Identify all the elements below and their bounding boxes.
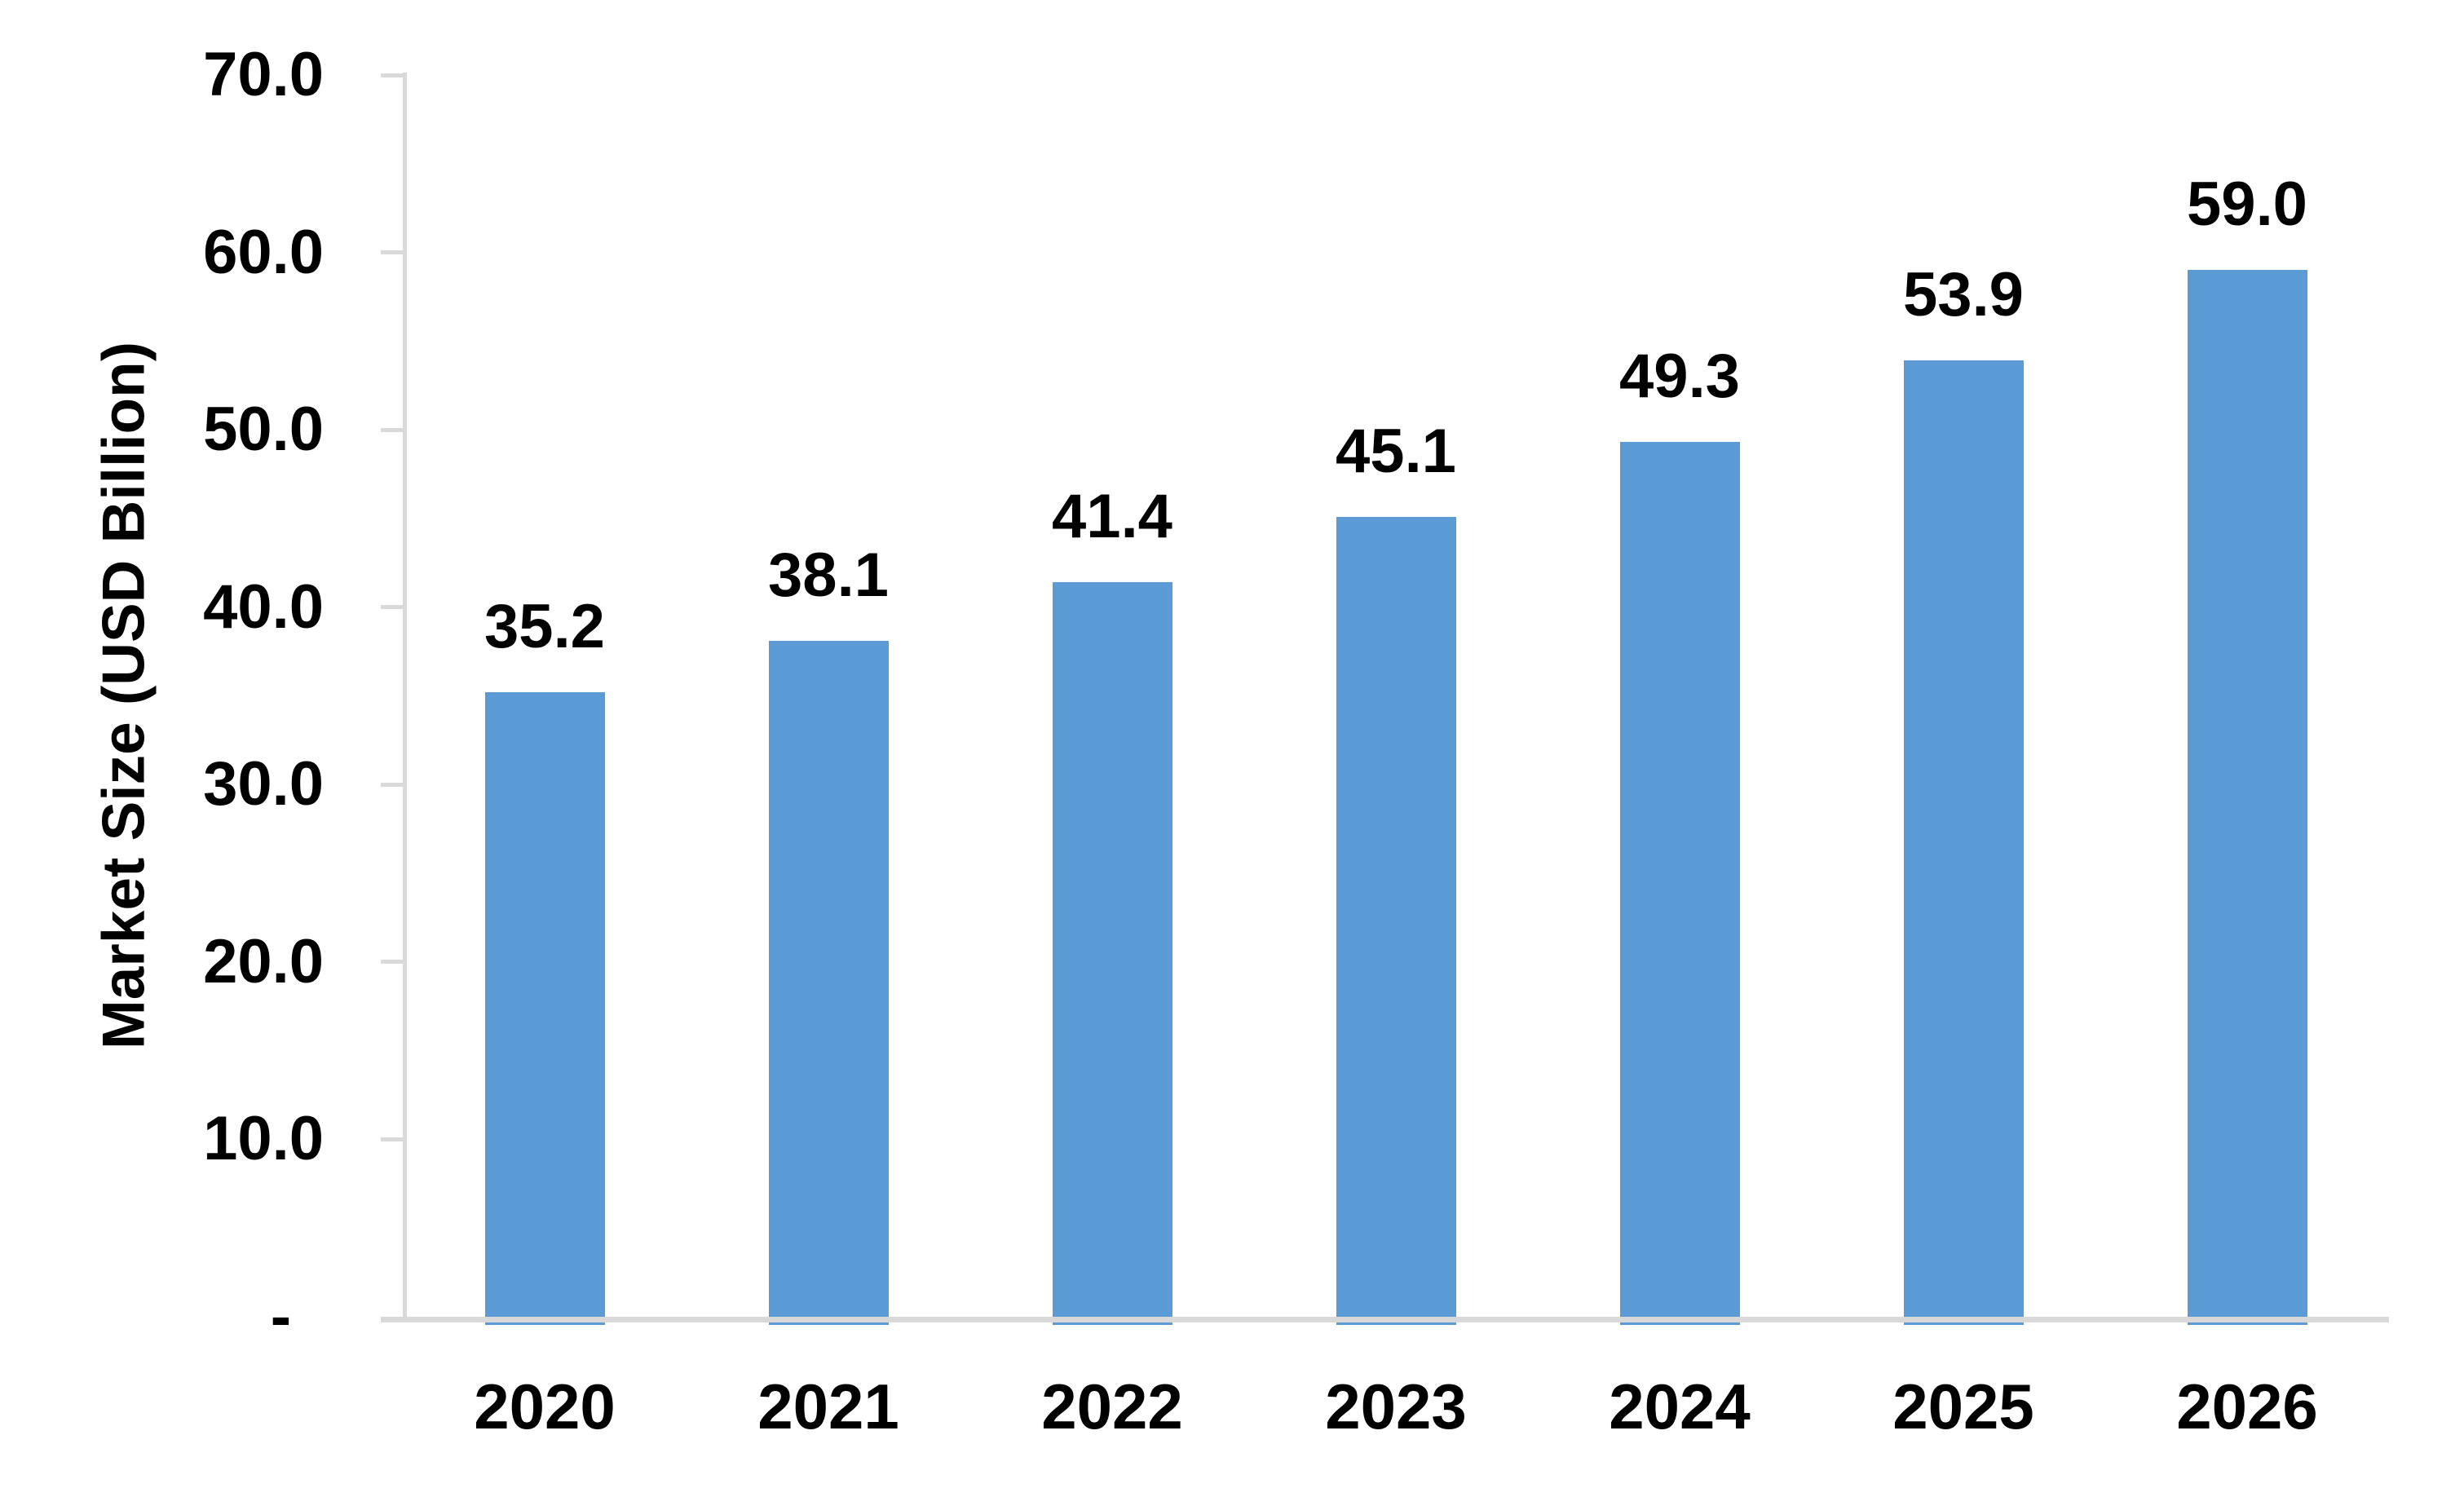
y-axis-tick bbox=[381, 1137, 403, 1141]
bar-value-label: 41.4 bbox=[1052, 482, 1172, 552]
y-tick-label: 50.0 bbox=[203, 395, 324, 465]
x-axis-label: 2023 bbox=[1325, 1371, 1467, 1442]
y-tick-label: 70.0 bbox=[203, 40, 324, 109]
bar bbox=[768, 641, 889, 1325]
y-axis-tick bbox=[381, 250, 403, 255]
plot-area: 35.2 38.1 41.4 45.1 49.3 53.9 59.0 bbox=[381, 73, 2389, 1325]
bar bbox=[1052, 582, 1172, 1325]
y-tick-label: 10.0 bbox=[203, 1104, 324, 1174]
bar bbox=[2187, 270, 2307, 1325]
y-axis-line bbox=[403, 73, 407, 1317]
y-axis-tick bbox=[381, 782, 403, 787]
x-axis-label: 2022 bbox=[1041, 1371, 1183, 1442]
bar bbox=[484, 692, 605, 1325]
y-axis-tick bbox=[381, 605, 403, 610]
y-tick-label: 30.0 bbox=[203, 749, 324, 819]
y-tick-label: 20.0 bbox=[203, 926, 324, 996]
y-tick-label: 60.0 bbox=[203, 217, 324, 287]
x-axis-label: 2020 bbox=[474, 1371, 616, 1442]
bar-value-label: 35.2 bbox=[484, 592, 605, 662]
bar bbox=[1903, 360, 2024, 1325]
y-axis-tick bbox=[381, 427, 403, 432]
x-axis-label: 2026 bbox=[2176, 1371, 2318, 1442]
bar-value-label: 53.9 bbox=[1903, 260, 2024, 330]
bar-value-label: 59.0 bbox=[2187, 170, 2307, 240]
y-tick-label: - bbox=[270, 1282, 291, 1351]
bar-value-label: 38.1 bbox=[768, 541, 889, 611]
y-axis-tick bbox=[381, 73, 403, 77]
x-axis-label: 2025 bbox=[1892, 1371, 2034, 1442]
y-tick-label: 40.0 bbox=[203, 572, 324, 642]
x-axis-label: 2021 bbox=[757, 1371, 899, 1442]
x-axis-line bbox=[381, 1317, 2389, 1322]
bar bbox=[1336, 516, 1456, 1325]
bar-value-label: 49.3 bbox=[1619, 342, 1740, 412]
bar bbox=[1619, 442, 1740, 1325]
bar-value-label: 45.1 bbox=[1336, 416, 1456, 486]
y-axis-tick bbox=[381, 960, 403, 965]
x-axis-label: 2024 bbox=[1609, 1371, 1751, 1442]
